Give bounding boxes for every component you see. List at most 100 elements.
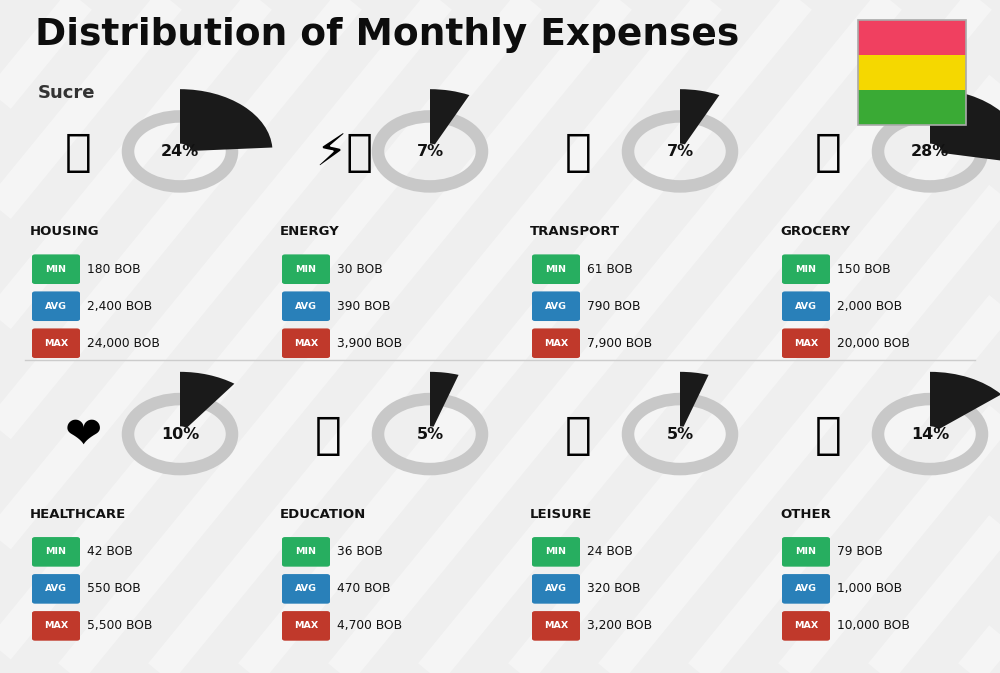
FancyBboxPatch shape [282,291,330,321]
Text: 30 BOB: 30 BOB [337,262,383,276]
Text: ⚡🏠: ⚡🏠 [315,131,373,174]
Text: 28%: 28% [911,144,949,159]
Text: 🎓: 🎓 [315,414,342,457]
Text: MAX: MAX [44,621,68,631]
Text: MAX: MAX [544,621,568,631]
Text: MIN: MIN [296,264,317,274]
Text: MIN: MIN [796,264,816,274]
Text: 🛒: 🛒 [815,131,842,174]
Text: 4,700 BOB: 4,700 BOB [337,619,402,633]
Text: MIN: MIN [796,547,816,557]
FancyBboxPatch shape [282,611,330,641]
FancyBboxPatch shape [858,20,966,55]
Text: 5,500 BOB: 5,500 BOB [87,619,152,633]
FancyBboxPatch shape [532,254,580,284]
Text: 390 BOB: 390 BOB [337,299,390,313]
Text: MAX: MAX [294,339,318,348]
Text: 2,000 BOB: 2,000 BOB [837,299,902,313]
Wedge shape [930,371,1000,429]
Text: ❤️: ❤️ [65,414,102,457]
FancyBboxPatch shape [782,328,830,358]
FancyBboxPatch shape [782,537,830,567]
Wedge shape [430,90,469,145]
Wedge shape [430,371,459,427]
Text: LEISURE: LEISURE [530,508,592,521]
FancyBboxPatch shape [858,55,966,90]
FancyBboxPatch shape [532,328,580,358]
Text: MIN: MIN [46,264,66,274]
FancyBboxPatch shape [282,574,330,604]
Text: 470 BOB: 470 BOB [337,582,390,596]
Text: MAX: MAX [294,621,318,631]
Text: AVG: AVG [45,302,67,311]
Text: MAX: MAX [544,339,568,348]
Text: 🛍️: 🛍️ [565,414,592,457]
FancyBboxPatch shape [32,291,80,321]
Text: AVG: AVG [545,584,567,594]
Text: 7%: 7% [666,144,694,159]
Text: 180 BOB: 180 BOB [87,262,141,276]
Text: 1,000 BOB: 1,000 BOB [837,582,902,596]
Text: ENERGY: ENERGY [280,225,340,238]
Text: EDUCATION: EDUCATION [280,508,366,521]
Text: MIN: MIN [546,547,566,557]
Wedge shape [680,371,709,427]
Text: 61 BOB: 61 BOB [587,262,633,276]
Text: 790 BOB: 790 BOB [587,299,641,313]
Text: 42 BOB: 42 BOB [87,545,133,559]
Text: 5%: 5% [666,427,694,441]
Text: AVG: AVG [545,302,567,311]
Text: 💰: 💰 [815,414,842,457]
Text: 🚌: 🚌 [565,131,592,174]
Text: 5%: 5% [416,427,444,441]
Text: 7%: 7% [416,144,444,159]
Text: 2,400 BOB: 2,400 BOB [87,299,152,313]
Text: 24%: 24% [161,144,199,159]
Wedge shape [180,90,272,151]
FancyBboxPatch shape [32,574,80,604]
Text: 320 BOB: 320 BOB [587,582,641,596]
Text: 550 BOB: 550 BOB [87,582,141,596]
Text: HOUSING: HOUSING [30,225,100,238]
Text: 🏢: 🏢 [65,131,92,174]
Text: HEALTHCARE: HEALTHCARE [30,508,126,521]
FancyBboxPatch shape [532,291,580,321]
Text: GROCERY: GROCERY [780,225,850,238]
Text: 14%: 14% [911,427,949,441]
Text: AVG: AVG [295,302,317,311]
FancyBboxPatch shape [32,328,80,358]
Text: AVG: AVG [45,584,67,594]
Text: 3,900 BOB: 3,900 BOB [337,336,402,350]
Text: OTHER: OTHER [780,508,831,521]
FancyBboxPatch shape [532,574,580,604]
Text: AVG: AVG [295,584,317,594]
Text: AVG: AVG [795,302,817,311]
FancyBboxPatch shape [32,537,80,567]
Text: 79 BOB: 79 BOB [837,545,883,559]
Text: 3,200 BOB: 3,200 BOB [587,619,652,633]
Text: 10,000 BOB: 10,000 BOB [837,619,910,633]
FancyBboxPatch shape [782,611,830,641]
FancyBboxPatch shape [282,328,330,358]
Text: Distribution of Monthly Expenses: Distribution of Monthly Expenses [35,17,739,52]
Text: MAX: MAX [794,339,818,348]
FancyBboxPatch shape [532,537,580,567]
Wedge shape [680,90,719,145]
Text: MAX: MAX [794,621,818,631]
FancyBboxPatch shape [858,90,966,125]
FancyBboxPatch shape [782,254,830,284]
Text: MAX: MAX [44,339,68,348]
FancyBboxPatch shape [32,254,80,284]
FancyBboxPatch shape [782,574,830,604]
Text: AVG: AVG [795,584,817,594]
FancyBboxPatch shape [782,291,830,321]
Text: TRANSPORT: TRANSPORT [530,225,620,238]
FancyBboxPatch shape [532,611,580,641]
Text: MIN: MIN [296,547,317,557]
Text: 20,000 BOB: 20,000 BOB [837,336,910,350]
Wedge shape [930,90,1000,163]
Text: 24 BOB: 24 BOB [587,545,633,559]
Text: 150 BOB: 150 BOB [837,262,891,276]
Text: Sucre: Sucre [38,84,96,102]
Text: 10%: 10% [161,427,199,441]
